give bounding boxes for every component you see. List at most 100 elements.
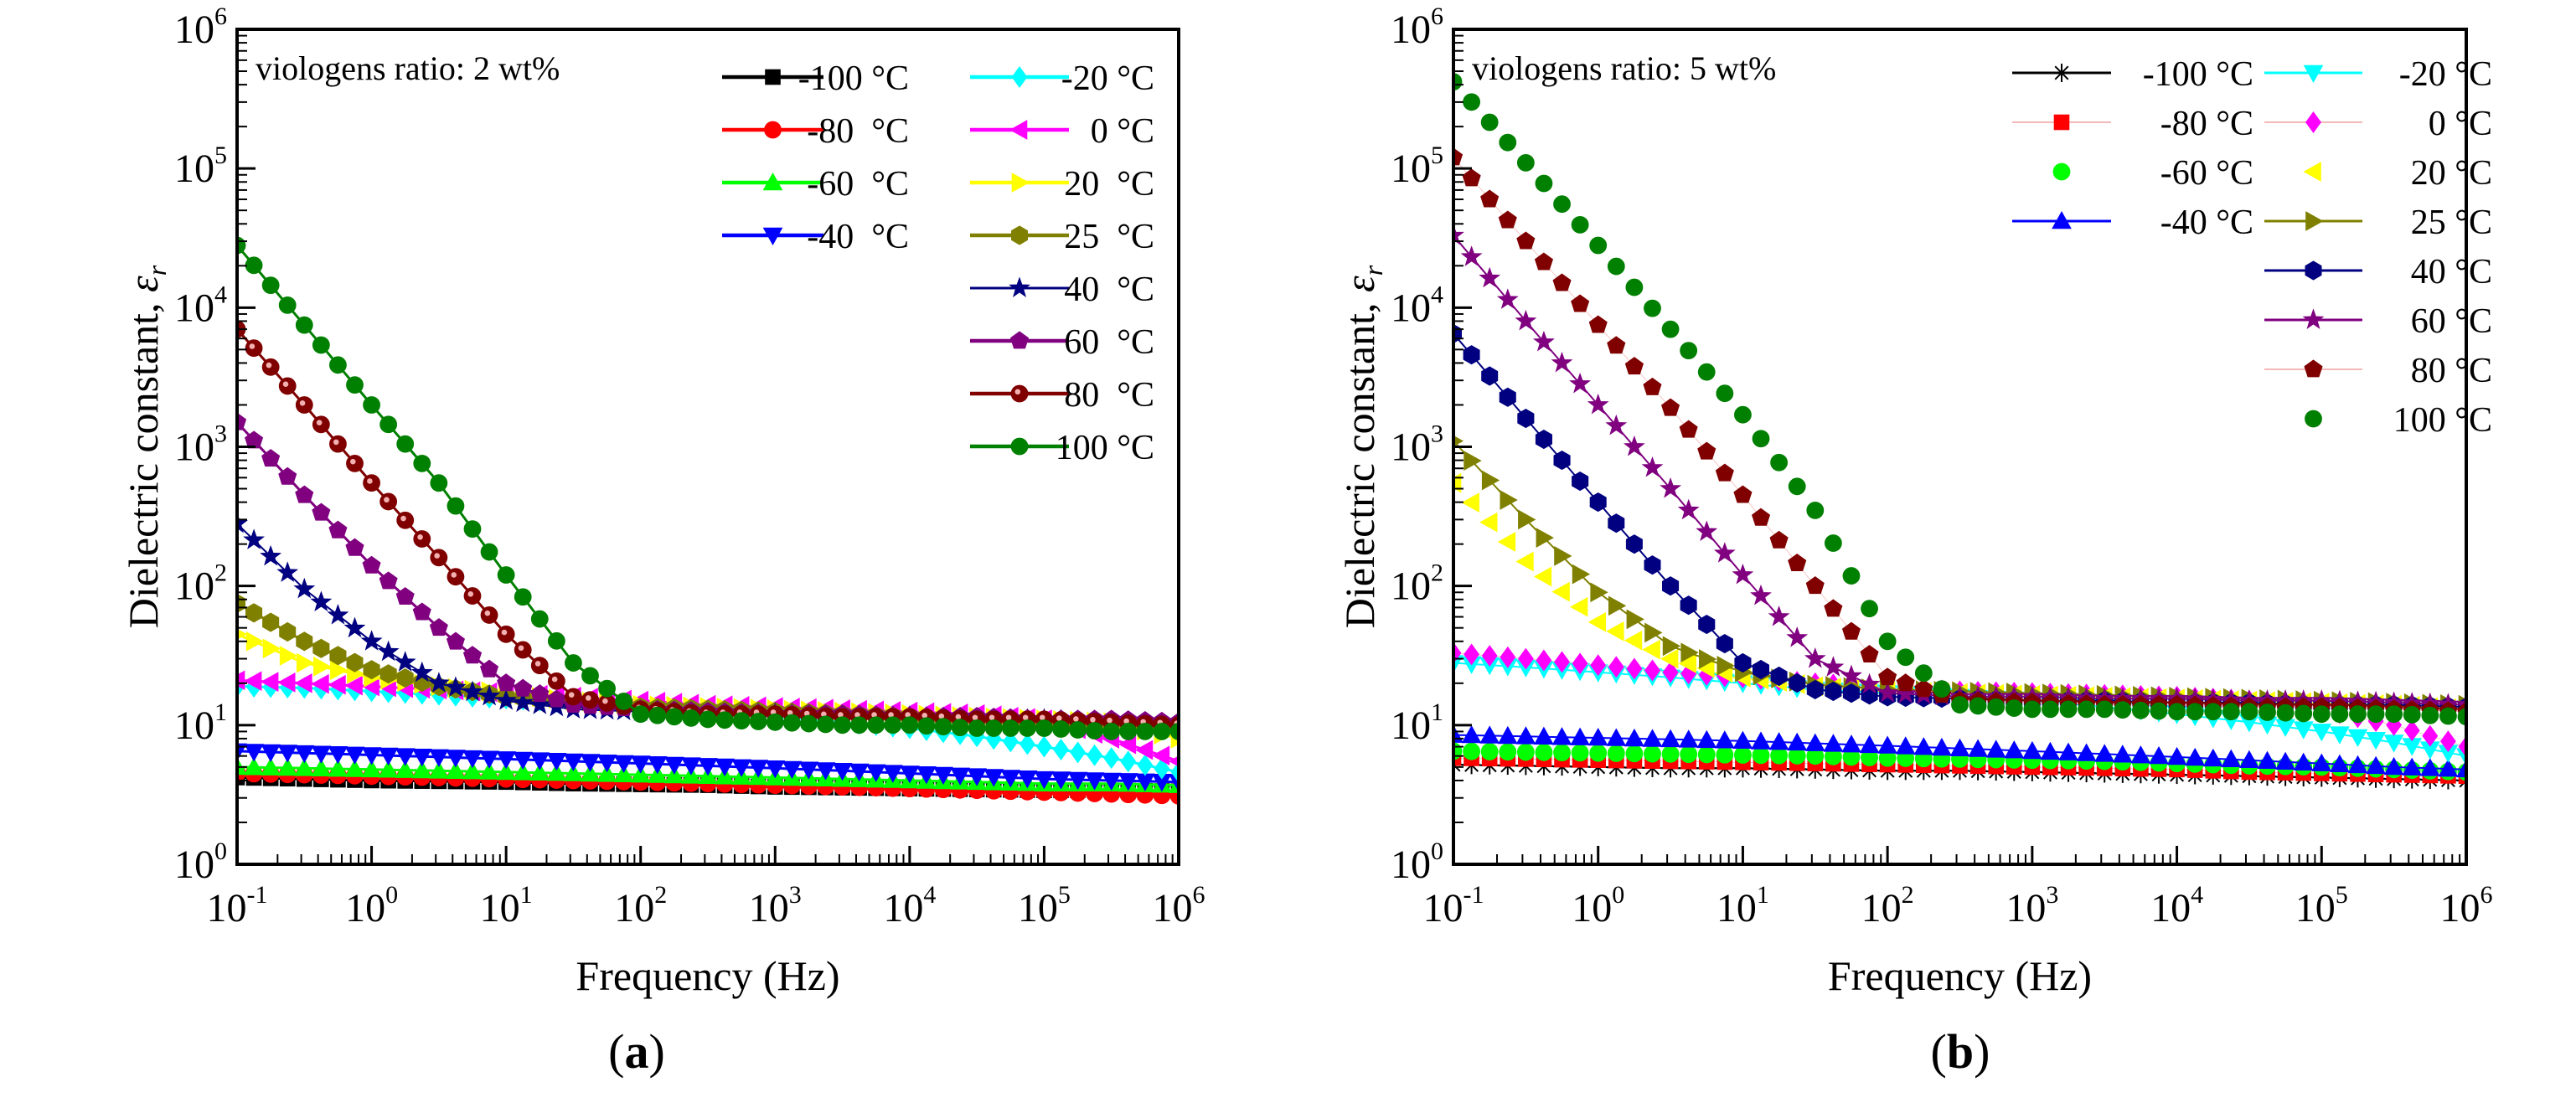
data-point	[261, 276, 280, 294]
data-point	[884, 716, 902, 734]
data-point	[647, 765, 668, 783]
data-point	[547, 631, 565, 650]
data-point-highlight	[367, 478, 373, 484]
data-point	[378, 747, 399, 766]
data-point	[800, 714, 818, 733]
data-point	[632, 705, 650, 724]
data-point	[1481, 366, 1499, 386]
data-point	[1571, 744, 1589, 762]
data-point	[2293, 752, 2314, 770]
data-point	[2094, 744, 2115, 762]
data-point	[530, 610, 549, 628]
legend-item: 80 °C	[2264, 352, 2492, 390]
data-point	[1824, 599, 1843, 617]
data-point	[2275, 751, 2295, 770]
data-point	[1661, 745, 1680, 763]
data-point	[1151, 745, 1170, 766]
data-point	[1716, 745, 1734, 764]
data-point	[2438, 759, 2459, 777]
data-point	[1536, 649, 1552, 672]
tick-exponent: 6	[1431, 3, 1443, 30]
data-point	[1517, 409, 1535, 429]
data-point	[1533, 566, 1552, 587]
data-point	[1660, 648, 1679, 669]
data-point	[1680, 745, 1698, 764]
data-point	[1823, 734, 1844, 752]
legend-marker	[2305, 260, 2322, 281]
data-point-highlight	[871, 712, 877, 718]
data-point	[243, 528, 266, 549]
y-tick-label: 100	[1391, 837, 1443, 887]
data-point	[278, 466, 297, 485]
tick-base: 10	[1391, 147, 1431, 191]
legend-item: -80 °C	[2012, 105, 2253, 143]
data-point	[396, 668, 414, 688]
data-point	[1134, 740, 1154, 760]
data-point-highlight	[989, 714, 995, 721]
data-point	[1662, 661, 1679, 683]
data-point	[1752, 430, 1770, 448]
data-point	[1768, 606, 1790, 626]
data-point	[344, 746, 365, 765]
legend-marker	[1009, 276, 1030, 298]
data-point	[681, 757, 701, 776]
y-tick-label: 106	[174, 3, 227, 52]
data-point	[1463, 742, 1480, 760]
tick-exponent: 4	[2191, 881, 2203, 909]
data-point	[1697, 441, 1716, 460]
data-point	[1699, 649, 1717, 669]
data-point	[1608, 513, 1625, 533]
data-point	[699, 710, 717, 729]
data-point	[2186, 703, 2204, 721]
legend-marker	[2305, 211, 2324, 231]
legend-label: -100 °C	[798, 59, 909, 98]
data-point	[1590, 582, 1608, 603]
data-point	[343, 616, 366, 638]
data-point-highlight	[249, 343, 256, 349]
data-point-highlight	[955, 714, 962, 720]
tick-base: 10	[1861, 886, 1902, 930]
x-tick-label: 102	[614, 881, 667, 930]
data-point	[615, 692, 633, 710]
legend-marker	[2303, 64, 2324, 84]
legend-label: 20 °C	[1064, 165, 1154, 204]
tick-base: 10	[174, 703, 214, 748]
data-point	[682, 709, 700, 727]
data-point	[2222, 703, 2240, 721]
legend-item: -80 °C	[722, 112, 909, 151]
data-point-highlight	[1123, 718, 1129, 724]
data-point	[1624, 357, 1644, 375]
data-point	[1480, 189, 1500, 208]
data-point	[1913, 737, 1934, 755]
data-point	[278, 296, 297, 314]
legend-item: -100 °C	[2012, 55, 2253, 94]
legend-marker	[2052, 64, 2071, 82]
data-point	[512, 691, 534, 713]
legend-marker	[2052, 162, 2071, 181]
legend-label: -20 °C	[2399, 55, 2492, 94]
data-point	[1087, 744, 1103, 766]
data-point	[2076, 743, 2097, 761]
data-point	[363, 660, 380, 680]
legend-marker	[1011, 225, 1028, 245]
series-line	[1453, 234, 2466, 706]
data-point	[328, 746, 348, 765]
data-point	[361, 747, 382, 765]
x-tick-label: 104	[2150, 881, 2203, 930]
y-axis-label: Dielectric constant, εr	[120, 265, 172, 628]
data-point	[2042, 700, 2059, 719]
data-point	[1861, 600, 1878, 618]
data-point	[1769, 530, 1789, 549]
data-point	[1644, 622, 1663, 643]
data-point	[1516, 231, 1536, 250]
data-point	[1607, 745, 1625, 762]
data-point	[480, 543, 498, 561]
legend-marker	[762, 172, 783, 191]
data-point	[2276, 703, 2295, 722]
data-point	[1499, 133, 1517, 152]
data-point	[983, 769, 1004, 787]
data-point	[279, 621, 297, 642]
data-point	[514, 588, 532, 606]
data-point	[748, 760, 769, 778]
tick-exponent: 6	[1193, 881, 1205, 909]
